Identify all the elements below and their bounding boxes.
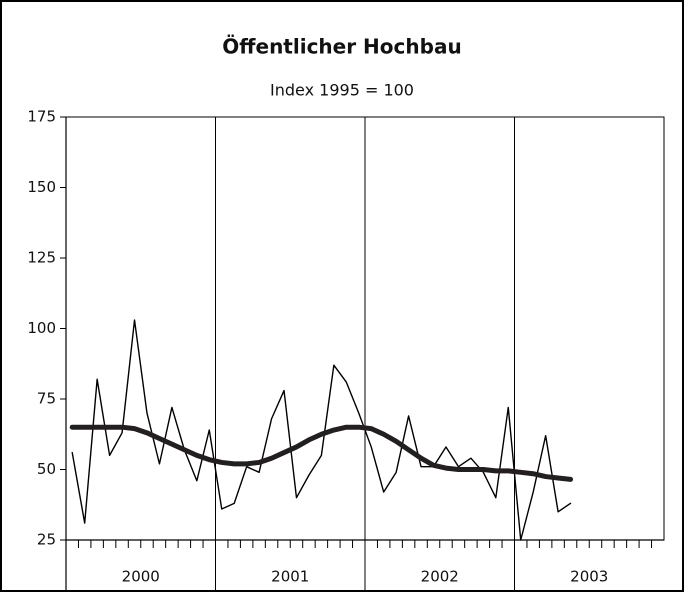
- chart-title: Öffentlicher Hochbau: [222, 35, 461, 59]
- x-tick-label: 2002: [421, 568, 459, 586]
- y-tick-label: 150: [27, 178, 56, 196]
- chart-subtitle: Index 1995 = 100: [270, 81, 414, 100]
- x-tick-label: 2003: [570, 568, 608, 586]
- x-tick-label: 2001: [271, 568, 309, 586]
- y-tick-label: 100: [27, 319, 56, 337]
- series-line: [71, 319, 572, 541]
- y-tick-label: 75: [37, 390, 56, 408]
- y-tick-label: 50: [37, 460, 56, 478]
- x-tick-label: 2000: [122, 568, 160, 586]
- y-tick-label: 175: [27, 108, 56, 126]
- y-tick-label: 125: [27, 249, 56, 267]
- trend-line: [69, 424, 574, 482]
- y-tick-label: 25: [37, 531, 56, 549]
